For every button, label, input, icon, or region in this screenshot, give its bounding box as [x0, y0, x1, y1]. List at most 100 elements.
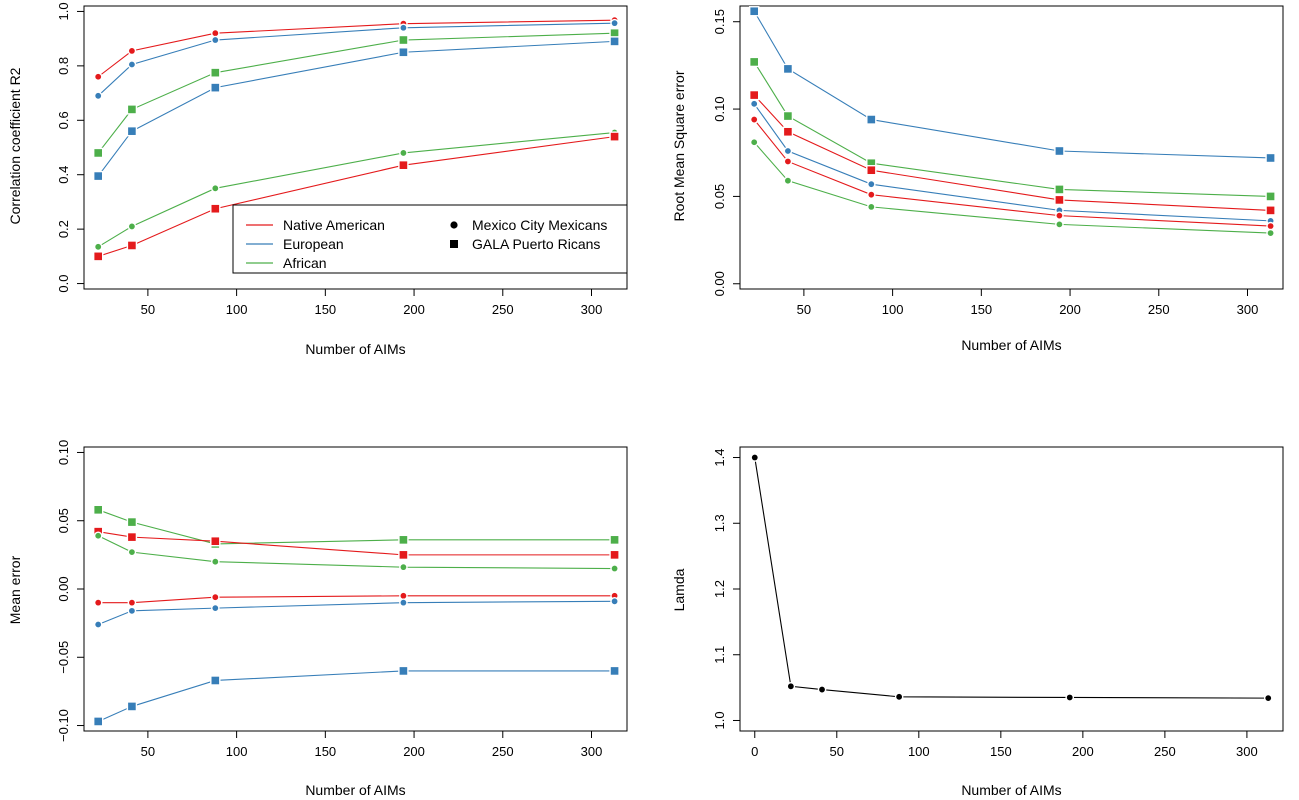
- data-point-square: [126, 240, 138, 251]
- data-point-square: [92, 716, 104, 727]
- legend: Native American European African Mexico Cit…: [232, 204, 628, 274]
- panel-mean-error: 50 100 150 200 250 300 −0.10 −0.05 0.00 0.05 0.10 N…: [7, 440, 628, 798]
- panel-lamda: 0 50 100 150 200 250 300 1.0 1.1 1.2 1.3 1.4 Number …: [671, 446, 1284, 798]
- data-point-square: [866, 114, 877, 125]
- y-axis-title: Lamda: [671, 568, 687, 611]
- data-point-circle: [1266, 228, 1275, 238]
- data-point-square: [398, 549, 409, 561]
- data-point-circle: [211, 557, 220, 566]
- legend-marker-square: [450, 240, 458, 248]
- series-line: [97, 22, 615, 97]
- x-tick-label: 200: [1059, 302, 1081, 317]
- data-point-square: [609, 549, 620, 561]
- data-point-circle: [127, 46, 137, 56]
- data-point-circle: [894, 692, 904, 702]
- y-tick-label: 0.0: [56, 275, 71, 293]
- data-point-square: [126, 125, 138, 137]
- data-point-square: [210, 67, 221, 78]
- data-point-square: [210, 675, 221, 686]
- y-tick-label: 0.15: [712, 9, 727, 34]
- data-point-circle: [783, 146, 793, 156]
- series-line: [753, 103, 1271, 222]
- data-point-circle: [399, 598, 408, 607]
- data-point-circle: [1065, 693, 1075, 702]
- data-point-square: [398, 47, 409, 58]
- x-tick-label: 50: [141, 744, 155, 759]
- x-tick-label: 50: [830, 744, 844, 759]
- x-tick-label: 300: [581, 302, 603, 317]
- data-point-circle: [127, 60, 137, 69]
- data-point-square: [609, 534, 620, 546]
- data-point-circle: [1055, 211, 1064, 220]
- y-tick-label: −0.10: [56, 709, 71, 742]
- data-point-circle: [786, 681, 796, 691]
- y-tick-label: 0.05: [712, 184, 727, 209]
- series-line: [753, 10, 1271, 159]
- legend-label: European: [283, 236, 344, 252]
- y-tick-label: 1.4: [712, 448, 727, 466]
- data-point-circle: [93, 91, 103, 101]
- data-point-square: [92, 147, 104, 159]
- data-point-square: [398, 665, 409, 677]
- legend-label: Native American: [283, 217, 385, 233]
- data-point-square: [92, 251, 104, 262]
- y-tick-label: 0.05: [56, 508, 71, 533]
- data-point-circle: [93, 531, 103, 541]
- x-tick-label: 250: [492, 302, 514, 317]
- x-tick-label: 50: [797, 302, 811, 317]
- data-point-circle: [749, 99, 759, 109]
- x-axis-title: Number of AIMs: [961, 782, 1061, 798]
- legend-marker-circle: [450, 221, 458, 229]
- plot-frame: [739, 5, 1284, 290]
- data-point-square: [126, 701, 138, 712]
- x-tick-label: 250: [492, 744, 514, 759]
- x-tick-label: 200: [403, 744, 425, 759]
- series-line: [98, 531, 615, 556]
- y-axis-title: Mean error: [7, 555, 23, 624]
- y-tick-label: 1.0: [56, 2, 71, 20]
- x-tick-label: 200: [1072, 744, 1094, 759]
- data-point-square: [126, 104, 138, 115]
- data-point-square: [92, 504, 104, 516]
- x-axis-title: Number of AIMs: [305, 782, 405, 798]
- data-point-square: [1265, 152, 1276, 164]
- data-point-circle: [610, 596, 619, 606]
- data-point-circle: [211, 35, 220, 45]
- data-point-circle: [127, 598, 137, 607]
- data-point-square: [1265, 205, 1276, 216]
- data-point-square: [210, 82, 221, 93]
- y-tick-label: 0.00: [56, 576, 71, 601]
- data-point-circle: [817, 685, 827, 694]
- data-point-circle: [749, 115, 759, 124]
- plot-frame: [83, 446, 628, 732]
- y-axis-title: Correlation coefficient R2: [7, 67, 23, 224]
- y-tick-label: 0.10: [712, 96, 727, 121]
- y-tick-label: 0.8: [56, 57, 71, 75]
- series-layer: [748, 6, 1276, 238]
- data-point-circle: [93, 72, 103, 82]
- x-tick-label: 100: [882, 302, 904, 317]
- x-axis-title: Number of AIMs: [961, 337, 1061, 353]
- plot-frame: [83, 5, 628, 290]
- y-tick-label: 0.00: [712, 271, 727, 296]
- series-layer: [92, 504, 620, 727]
- data-point-square: [126, 531, 138, 543]
- y-axis-title: Root Mean Square error: [671, 70, 687, 221]
- data-point-circle: [399, 591, 408, 601]
- legend-box: [232, 204, 628, 274]
- data-point-circle: [127, 606, 137, 616]
- series-line: [97, 600, 615, 626]
- data-point-square: [1054, 145, 1065, 157]
- data-point-circle: [127, 222, 137, 231]
- y-tick-label: 0.2: [56, 220, 71, 238]
- x-tick-label: 150: [314, 744, 336, 759]
- series-line: [97, 40, 615, 177]
- data-point-square: [92, 170, 104, 182]
- x-tick-label: 150: [314, 302, 336, 317]
- data-point-square: [210, 203, 221, 214]
- x-tick-label: 100: [226, 744, 248, 759]
- data-point-square: [609, 36, 620, 47]
- data-point-square: [782, 126, 794, 137]
- data-point-circle: [1266, 221, 1275, 231]
